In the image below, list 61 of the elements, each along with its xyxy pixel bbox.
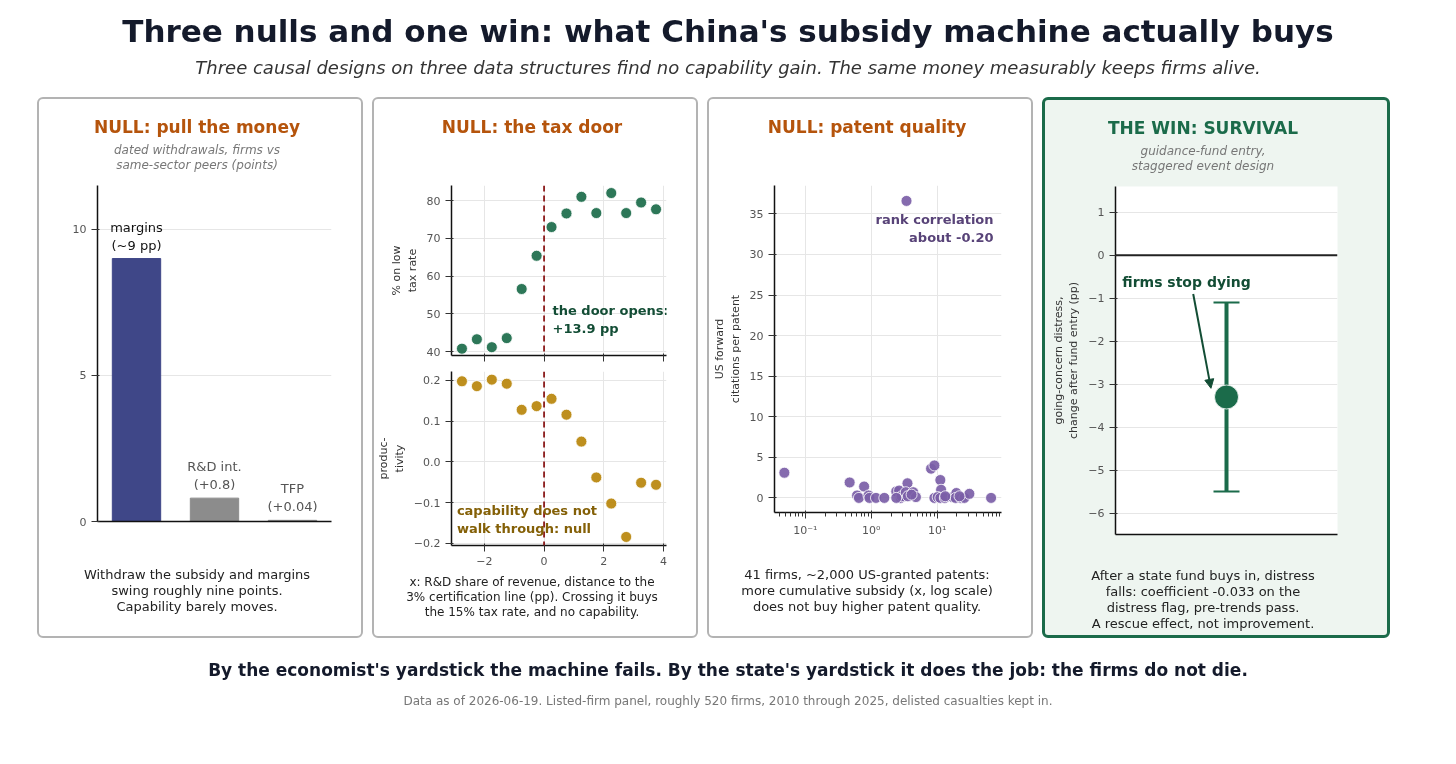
y-tick-label: 80 (426, 194, 441, 208)
y-tick-label: 35 (749, 207, 764, 221)
chart-subtitle: guidance-fund entry, staggered event design (1131, 143, 1275, 174)
chart-title: NULL: patent quality (767, 117, 967, 139)
y-tick-label: 70 (426, 231, 441, 245)
text: Three causal designs on three data structures find no capability gain. The same money measurably keeps firms alive. (195, 56, 1261, 80)
text: After a state fund buys in, distress falls: coefficient -0.033 on the distress flag, pre-trends pass. A rescue effect, not improvement. (1091, 567, 1315, 633)
y-tick-label: 60 (426, 269, 441, 283)
x-tick-label: −2 (476, 554, 493, 567)
chart-title: THE WIN: SURVIVAL (1108, 118, 1298, 140)
chart-title: NULL: the tax door (441, 117, 623, 139)
y-tick-label: 0.2 (423, 373, 441, 387)
y-tick-label: 0 (756, 491, 764, 505)
y-tick-label: 10 (749, 410, 764, 424)
y-tick-label: 5 (756, 450, 764, 464)
data-label: TFP (+0.04) (267, 480, 318, 514)
y-axis-title: going-concern distress, change after fund entry (pp) (1051, 281, 1081, 439)
y-tick-label: 40 (426, 345, 441, 359)
y-tick-label: 0 (79, 515, 87, 528)
annotation: the door opens: +13.9 pp (552, 302, 669, 336)
x-tick-label: 10⁻¹ (793, 523, 818, 536)
y-tick-label: 0 (1097, 248, 1105, 262)
x-tick-label: 0 (540, 554, 548, 567)
annotation: rank correlation about -0.20 (875, 211, 994, 245)
y-tick-label: 0.1 (423, 414, 441, 428)
annotation: firms stop dying (1122, 273, 1251, 290)
y-tick-label: −3 (1088, 377, 1105, 391)
y-tick-label: 5 (79, 368, 87, 382)
text: By the economist's yardstick the machine fails. By the state's yardstick it does the job: the firms do not die. (208, 660, 1248, 682)
x-tick-label: 10¹ (927, 523, 947, 536)
text: 41 firms, ~2,000 US-granted patents: more cumulative subsidy (x, log scale) does not buy higher patent quality. (741, 566, 993, 616)
y-axis-title: US forward citations per patent (712, 293, 742, 403)
y-tick-label: −6 (1088, 506, 1105, 520)
y-tick-label: 15 (749, 369, 764, 383)
y-tick-label: −5 (1088, 463, 1105, 477)
chart-title: NULL: pull the money (93, 117, 301, 139)
chart-subtitle: dated withdrawals, firms vs same-sector peers (points) (113, 142, 281, 173)
data-label: margins (~9 pp) (110, 219, 164, 253)
y-tick-label: −2 (1088, 334, 1105, 348)
x-tick-label: 4 (660, 554, 668, 567)
x-axis-title: x: R&D share of revenue, distance to the 3% certification line (pp). Crossing it buys the 15% tax rate, and no capability. (406, 574, 658, 620)
y-tick-label: −1 (1088, 291, 1105, 305)
y-tick-label: −0.1 (413, 496, 441, 510)
y-tick-label: −4 (1088, 420, 1105, 434)
y-tick-label: 25 (749, 288, 764, 302)
y-tick-label: −0.2 (413, 536, 441, 550)
x-tick-label: 10⁰ (862, 523, 882, 536)
annotation: capability does not walk through: null (456, 502, 598, 536)
y-tick-label: 10 (72, 222, 87, 236)
y-tick-label: 30 (749, 247, 764, 261)
text: Three nulls and one win: what China's subsidy machine actually buys (122, 12, 1334, 51)
y-tick-label: 20 (749, 329, 764, 343)
y-axis-title: produc- tivity (377, 436, 406, 479)
y-tick-label: 0.0 (423, 455, 441, 469)
text: Data as of 2026-06-19. Listed-firm panel, roughly 520 firms, 2010 through 2025, delisted casualties kept in. (403, 693, 1053, 709)
y-tick-label: 1 (1097, 205, 1105, 219)
y-tick-label: 50 (426, 307, 441, 321)
x-tick-label: 2 (600, 554, 608, 567)
text: Withdraw the subsidy and margins swing roughly nine points. Capability barely moves. (83, 566, 311, 616)
y-axis-title: % on low tax rate (389, 245, 419, 295)
data-label: R&D int. (+0.8) (187, 458, 242, 492)
